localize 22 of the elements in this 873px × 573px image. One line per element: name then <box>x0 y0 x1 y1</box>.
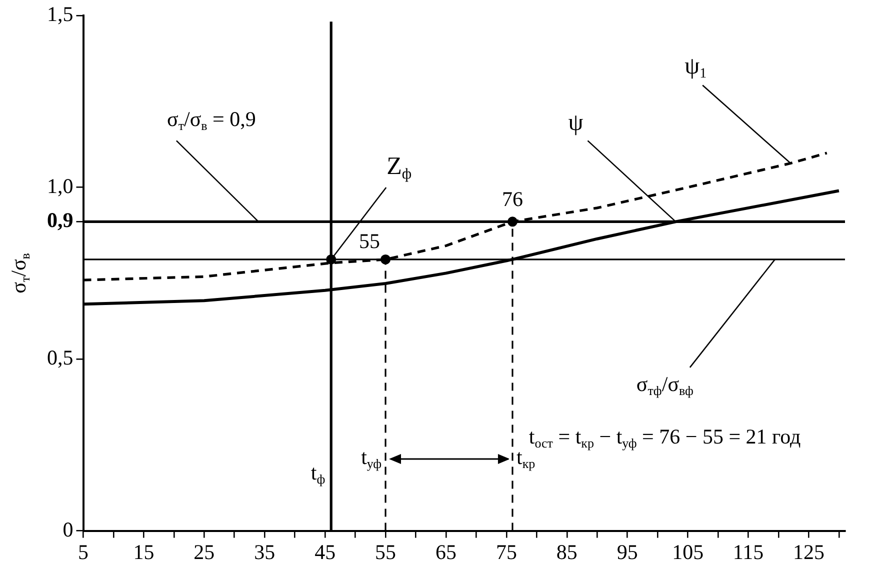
x-tick-label: 85 <box>556 540 578 564</box>
x-tick-label: 55 <box>375 540 396 564</box>
x-tick-label: 95 <box>616 540 638 564</box>
x-tick-label: 15 <box>133 540 154 564</box>
y-tick-label: 0 <box>62 517 74 542</box>
annotation: 76 <box>502 187 523 212</box>
y-tick-label: 1,5 <box>47 2 74 26</box>
x-tick-label: 65 <box>435 540 456 564</box>
y-tick-label: 1,0 <box>47 174 74 198</box>
x-tick-label: 25 <box>194 540 215 564</box>
x-tick-label: 45 <box>314 540 336 564</box>
x-tick-label: 105 <box>672 540 704 564</box>
x-tick-label: 125 <box>792 540 824 564</box>
annotation: 55 <box>359 228 380 253</box>
y-tick-label: 0,5 <box>47 346 74 370</box>
x-tick-label: 5 <box>78 540 88 564</box>
text: ψ <box>568 110 584 136</box>
y-tick-label: 0,9 <box>47 208 74 232</box>
x-tick-label: 75 <box>496 540 517 564</box>
y-axis-title: σт/σв <box>6 253 32 294</box>
x-tick-label: 35 <box>254 540 276 564</box>
x-tick-label: 115 <box>732 540 764 564</box>
